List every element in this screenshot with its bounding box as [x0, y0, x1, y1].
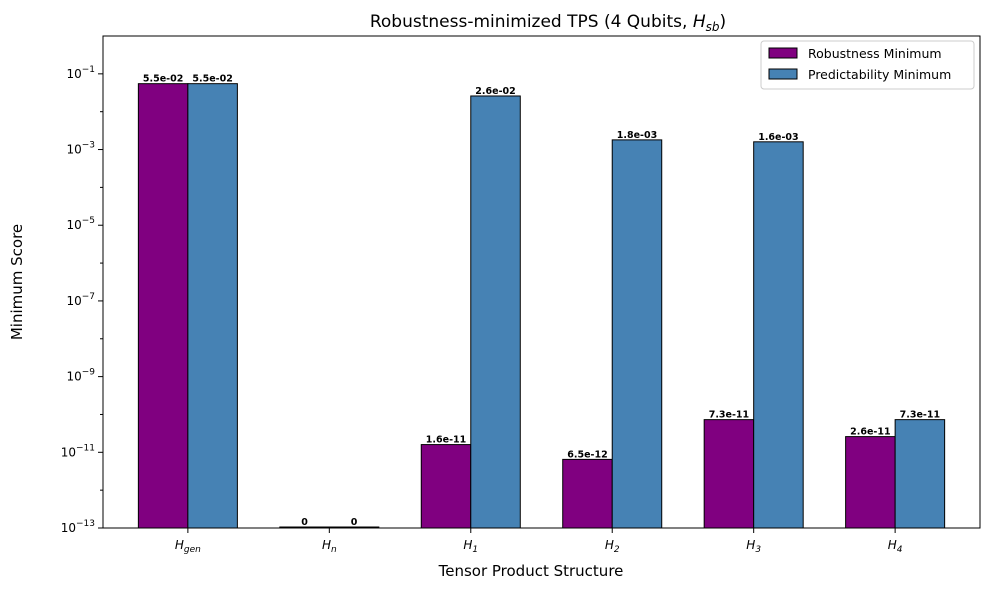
- data-label-robustness-3: 6.5e-12: [567, 449, 607, 460]
- y-axis-label: Minimum Score: [8, 224, 26, 340]
- data-label-robustness-4: 7.3e-11: [709, 410, 749, 421]
- plot-frame: [102, 35, 981, 529]
- legend: Robustness Minimum Predictability Minimu…: [760, 40, 975, 90]
- legend-swatch-robustness: [768, 47, 798, 59]
- data-label-predictability-0: 5.5e-02: [192, 74, 232, 85]
- bar-predictability-2: [470, 95, 521, 529]
- bar-robustness-5: [845, 436, 896, 529]
- bar-robustness-2: [420, 444, 472, 529]
- legend-label-robustness: Robustness Minimum: [808, 46, 942, 61]
- bar-predictability-3: [611, 139, 663, 529]
- chart-title: Robustness-minimized TPS (4 Qubits, Hsb): [370, 12, 726, 34]
- bars-group: [137, 83, 946, 529]
- bar-predictability-0: [187, 83, 238, 529]
- bar-robustness-0: [137, 83, 189, 529]
- data-label-robustness-2: 1.6e-11: [426, 435, 466, 446]
- x-tick-label-5: H4: [888, 538, 903, 555]
- legend-swatch-predictability: [768, 68, 798, 80]
- x-tick-label-4: H3: [746, 538, 761, 555]
- x-axis: Hgen Hn H1 H2 H3 H4: [175, 528, 903, 555]
- data-label-predictability-2: 2.6e-02: [475, 86, 515, 97]
- x-tick-label-0: Hgen: [175, 538, 201, 555]
- bar-robustness-4: [703, 419, 755, 529]
- data-label-predictability-4: 1.6e-03: [758, 132, 798, 143]
- y-tick-label-6: 10−13: [61, 519, 95, 535]
- y-tick-label-4: 10−9: [66, 368, 95, 384]
- data-label-predictability-5: 7.3e-11: [900, 410, 940, 421]
- y-tick-label-3: 10−7: [66, 292, 95, 308]
- data-label-robustness-0: 5.5e-02: [143, 74, 183, 85]
- y-tick-label-0: 10−1: [66, 65, 95, 81]
- data-label-robustness-5: 2.6e-11: [850, 427, 890, 438]
- y-tick-label-2: 10−5: [66, 216, 95, 232]
- bar-predictability-4: [753, 141, 804, 529]
- bar-predictability-5: [894, 419, 946, 529]
- data-label-predictability-3: 1.8e-03: [617, 130, 657, 141]
- x-axis-label: Tensor Product Structure: [438, 562, 624, 580]
- x-tick-label-3: H2: [605, 538, 620, 555]
- legend-label-predictability: Predictability Minimum: [808, 67, 951, 82]
- data-label-robustness-1: 0: [301, 517, 308, 528]
- bar-robustness-3: [562, 458, 613, 529]
- data-label-predictability-1: 0: [351, 517, 358, 528]
- y-tick-label-5: 10−11: [61, 443, 95, 459]
- x-tick-label-2: H1: [463, 538, 478, 555]
- x-tick-label-1: Hn: [322, 538, 337, 555]
- bar-labels-group: 5.5e-02 0 1.6e-11 6.5e-12 7.3e-11 2.6e-11 5.5e…: [143, 74, 940, 528]
- y-axis: 10−1 10−3 10−5 10−7 10−9 10−11 10−13: [61, 65, 103, 535]
- legend-box: [760, 40, 975, 90]
- y-tick-label-1: 10−3: [66, 141, 95, 157]
